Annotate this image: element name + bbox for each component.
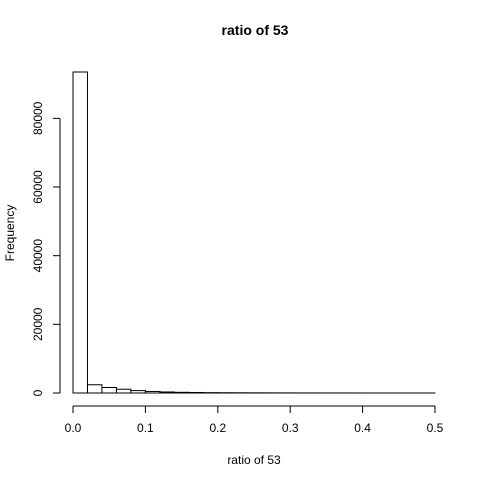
x-axis: 0.0 0.1 0.2 0.3 0.4 0.5 <box>65 405 444 435</box>
y-tick-label-2: 40000 <box>31 239 45 273</box>
histogram-bar-2 <box>101 387 117 394</box>
chart-title: ratio of 53 <box>222 22 289 38</box>
histogram-bar-0 <box>72 71 88 394</box>
histogram-bars <box>72 71 436 394</box>
y-tick-label-3: 60000 <box>31 170 45 204</box>
y-axis-label: Frequency <box>3 205 17 262</box>
histogram-bar-5 <box>144 390 161 394</box>
histogram-bar-6 <box>159 391 175 394</box>
x-axis-label: ratio of 53 <box>227 453 281 467</box>
histogram-bar-4 <box>130 390 146 394</box>
x-tick-label-0: 0.0 <box>65 421 82 435</box>
y-tick-label-0: 0 <box>31 389 45 396</box>
x-tick-label-5: 0.5 <box>427 421 444 435</box>
x-tick-label-2: 0.2 <box>209 421 226 435</box>
x-tick-label-3: 0.3 <box>282 421 299 435</box>
x-tick-label-4: 0.4 <box>354 421 371 435</box>
x-tick-label-1: 0.1 <box>137 421 154 435</box>
histogram-bar-1 <box>86 384 103 394</box>
histogram-bar-3 <box>115 388 132 394</box>
histogram-bar-8 <box>188 391 204 394</box>
y-tick-label-4: 80000 <box>31 101 45 135</box>
y-tick-label-1: 20000 <box>31 307 45 341</box>
y-axis: 0 20000 40000 60000 80000 <box>31 101 61 396</box>
histogram-bar-7 <box>173 391 190 394</box>
